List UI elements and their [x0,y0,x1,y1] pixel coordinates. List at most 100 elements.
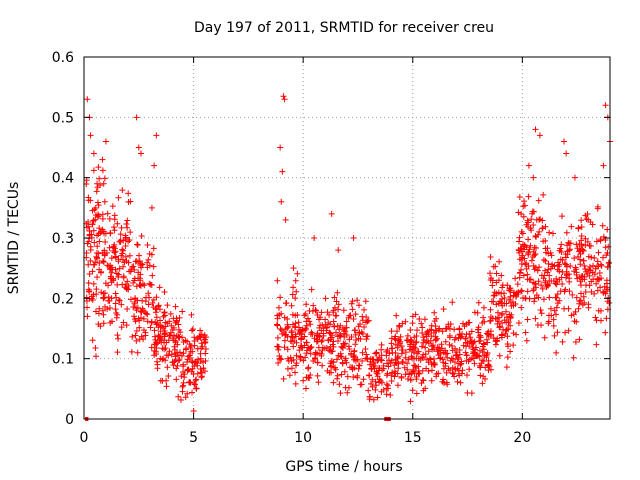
data-point [560,138,567,145]
data-point [368,380,375,387]
data-point [153,339,160,346]
data-point [90,167,97,174]
data-point [576,274,583,281]
data-point [339,344,346,351]
data-point [139,297,146,304]
data-point [150,245,157,252]
data-point [330,309,337,316]
data-point [507,293,514,300]
data-point [387,391,394,398]
data-point [84,304,91,311]
data-point [515,319,522,326]
data-point [183,345,190,352]
data-point [479,349,486,356]
data-point [556,261,563,268]
data-point [173,365,180,372]
data-point [518,211,525,218]
data-point [501,295,508,302]
data-point [420,339,427,346]
data-point [602,244,609,251]
data-point [503,326,510,333]
data-point [425,367,432,374]
data-point [123,220,130,227]
data-point [194,370,201,377]
y-tick-label: 0 [65,412,74,428]
data-point [127,198,134,205]
data-point [100,258,107,265]
data-point [307,372,314,379]
data-point [318,327,325,334]
data-point [568,312,575,319]
data-point [518,266,525,273]
data-point [398,350,405,357]
data-point [482,375,489,382]
data-point [127,229,134,236]
data-point [194,345,201,352]
data-point [464,389,471,396]
data-point [281,96,288,103]
data-point [165,372,172,379]
data-point [518,260,525,267]
data-point [130,304,137,311]
data-point [145,301,152,308]
data-point [523,337,530,344]
data-point [136,317,143,324]
data-point [397,333,404,340]
data-point [524,271,531,278]
data-point [153,132,160,139]
data-point [84,96,91,103]
data-point [334,323,341,330]
data-point [512,300,519,307]
data-point [525,162,532,169]
data-point [308,329,315,336]
data-point [143,310,150,317]
data-point [91,261,98,268]
data-point [303,301,310,308]
data-point [549,263,556,270]
data-point [281,344,288,351]
data-point [562,261,569,268]
data-point [498,272,505,279]
data-point [605,259,612,266]
data-point [535,231,542,238]
data-point [294,270,301,277]
data-point [302,385,309,392]
data-point [156,284,163,291]
data-point [594,203,601,210]
data-point [305,365,312,372]
data-point [419,377,426,384]
data-point [546,294,553,301]
data-point [112,266,119,273]
data-point [333,312,340,319]
data-point [442,338,449,345]
data-point [561,260,568,267]
data-point [369,376,376,383]
data-point [533,292,540,299]
data-point [491,289,498,296]
data-point [371,365,378,372]
data-point [332,364,339,371]
data-point [174,341,181,348]
data-point [314,372,321,379]
data-point [303,322,310,329]
data-point [331,304,338,311]
data-point [386,350,393,357]
data-point [479,343,486,350]
data-point [449,343,456,350]
data-point [314,312,321,319]
data-point [532,250,539,257]
data-point [575,225,582,232]
data-point [144,318,151,325]
data-point [350,373,357,380]
data-point [330,379,337,386]
data-point [93,291,100,298]
data-point [507,348,514,355]
data-point [352,327,359,334]
data-point [516,274,523,281]
data-point [477,364,484,371]
data-point [123,322,130,329]
data-point [362,298,369,305]
data-point [112,300,119,307]
data-point [466,319,473,326]
data-point [276,311,283,318]
